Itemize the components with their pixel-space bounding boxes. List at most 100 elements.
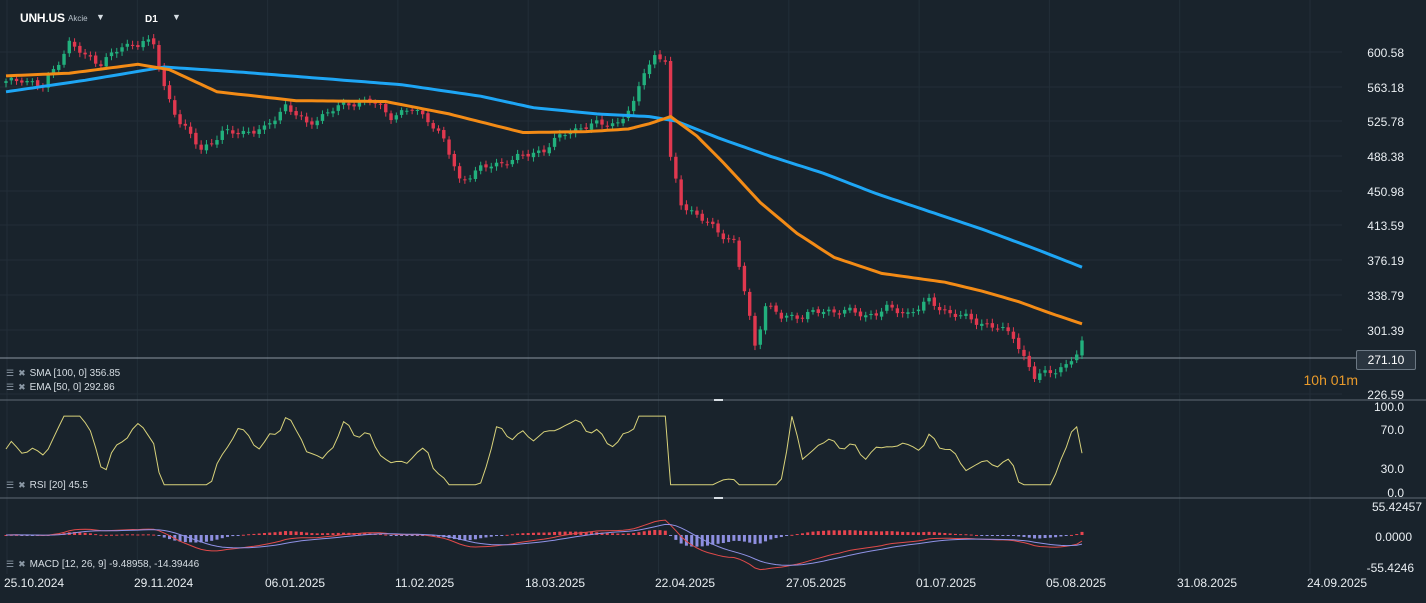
- macd-histogram-bar: [331, 533, 335, 535]
- candle-body: [320, 114, 325, 121]
- candle-body: [858, 311, 863, 317]
- rsi-legend[interactable]: ☰ ✖ RSI [20] 45.5: [6, 480, 88, 491]
- macd-histogram-bar: [400, 535, 404, 536]
- candle-body: [62, 53, 66, 65]
- sma-legend[interactable]: ☰ ✖ SMA [100, 0] 356.85: [6, 368, 120, 379]
- candle-body: [352, 104, 356, 107]
- candle-body: [800, 317, 805, 319]
- macd-histogram-bar: [690, 535, 694, 547]
- candle-body: [668, 60, 673, 157]
- macd-histogram-bar: [616, 533, 620, 535]
- price-tick: 600.58: [1367, 46, 1404, 60]
- candle-body: [705, 221, 710, 223]
- candle-body: [99, 64, 103, 67]
- macd-histogram-bar: [901, 531, 905, 535]
- candle-body: [310, 121, 314, 125]
- macd-histogram-bar: [268, 532, 272, 535]
- macd-histogram-bar: [927, 531, 931, 535]
- candle-body: [605, 125, 609, 127]
- macd-histogram-bar: [906, 532, 910, 535]
- date-tick: 18.03.2025: [525, 576, 586, 590]
- candle-body: [1027, 355, 1031, 368]
- candle-body: [716, 223, 720, 233]
- candle-body: [937, 306, 942, 311]
- ema-legend[interactable]: ☰ ✖ EMA [50, 0] 292.86: [6, 382, 115, 393]
- price-tick: 301.39: [1367, 324, 1404, 338]
- candle-body: [505, 164, 509, 166]
- candle-body: [753, 315, 757, 346]
- close-icon[interactable]: ✖: [18, 480, 26, 490]
- timeframe-label[interactable]: D1: [145, 14, 158, 25]
- timeframe-chevron-down-icon[interactable]: ▼: [172, 12, 181, 22]
- candle-body: [178, 114, 182, 125]
- macd-histogram-bar: [431, 535, 435, 537]
- menu-icon[interactable]: ☰: [6, 480, 15, 490]
- macd-histogram-bar: [1075, 534, 1079, 536]
- candle-body: [769, 305, 773, 307]
- macd-histogram-bar: [215, 535, 219, 540]
- candle-body: [990, 323, 995, 328]
- candle-body: [1080, 340, 1084, 356]
- candle-body: [895, 308, 900, 314]
- date-tick: 05.08.2025: [1046, 576, 1107, 590]
- close-icon[interactable]: ✖: [18, 382, 26, 392]
- ema-line: [5, 62, 1083, 326]
- close-icon[interactable]: ✖: [18, 559, 26, 569]
- macd-histogram-bar: [1001, 535, 1005, 536]
- macd-histogram-bar: [911, 532, 915, 535]
- macd-histogram-bar: [732, 535, 736, 541]
- candle-body: [1059, 367, 1063, 373]
- menu-icon[interactable]: ☰: [6, 382, 15, 392]
- candle-body: [1022, 349, 1026, 356]
- macd-histogram-bar: [1054, 535, 1058, 538]
- candle-body: [1053, 373, 1058, 375]
- macd-histogram-bar: [938, 532, 942, 535]
- macd-legend[interactable]: ☰ ✖ MACD [12, 26, 9] -9.48958, -14.39446: [6, 559, 199, 570]
- symbol-chevron-down-icon[interactable]: ▼: [96, 12, 105, 22]
- symbol-label[interactable]: UNH.US: [20, 11, 65, 25]
- candle-countdown: 10h 01m: [1303, 372, 1358, 388]
- candle-body: [315, 120, 319, 126]
- macd-histogram-bar: [405, 535, 409, 536]
- candle-body: [9, 77, 13, 81]
- candle-body: [384, 103, 388, 113]
- candle-body: [442, 130, 446, 139]
- macd-histogram-bar: [363, 533, 367, 535]
- macd-histogram-bar: [658, 530, 662, 535]
- candle-body: [711, 221, 715, 225]
- macd-histogram-bar: [716, 535, 720, 544]
- candle-body: [911, 312, 915, 314]
- menu-icon[interactable]: ☰: [6, 368, 15, 378]
- candle-body: [922, 301, 926, 311]
- candle-body: [547, 147, 551, 154]
- menu-icon[interactable]: ☰: [6, 559, 15, 569]
- candle-body: [262, 125, 267, 130]
- candle-body: [341, 102, 346, 105]
- close-icon[interactable]: ✖: [18, 368, 26, 378]
- macd-histogram-bar: [996, 535, 1000, 536]
- macd-histogram-bar: [1027, 535, 1031, 538]
- macd-histogram-bar: [83, 532, 87, 535]
- candle-body: [357, 101, 362, 107]
- candle-body: [146, 39, 151, 42]
- date-tick: 31.08.2025: [1177, 576, 1238, 590]
- macd-histogram-bar: [289, 531, 293, 535]
- candle-body: [537, 150, 541, 153]
- candle-body: [674, 156, 678, 179]
- macd-histogram-bar: [1006, 535, 1010, 536]
- macd-histogram-bar: [294, 531, 298, 535]
- candle-body: [658, 54, 662, 60]
- macd-histogram-bar: [236, 535, 240, 536]
- candle-body: [246, 131, 251, 133]
- macd-histogram-bar: [336, 532, 340, 535]
- macd-histogram-bar: [853, 530, 857, 535]
- candle-body: [784, 315, 789, 318]
- macd-histogram-bar: [15, 534, 19, 536]
- candle-body: [969, 313, 973, 320]
- candle-body: [742, 265, 747, 292]
- macd-histogram-bar: [531, 532, 535, 535]
- macd-histogram-bar: [869, 531, 873, 535]
- date-tick: 01.07.2025: [916, 576, 977, 590]
